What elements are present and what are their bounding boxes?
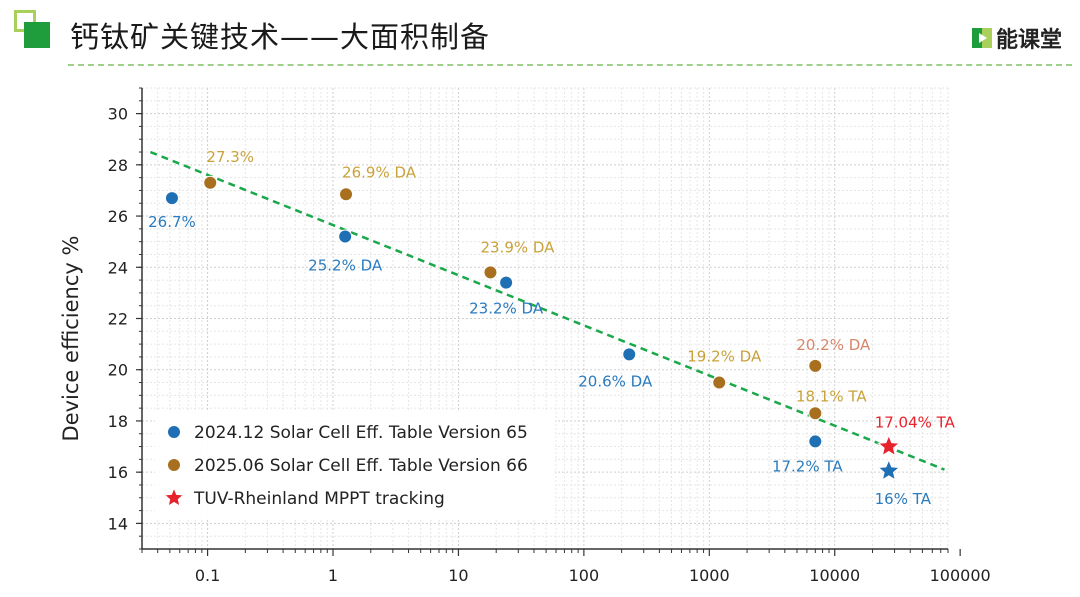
- data-point-circle: [338, 229, 353, 244]
- x-tick-label: 10: [448, 566, 468, 585]
- data-point-circle: [499, 275, 514, 290]
- data-label: 25.2% DA: [308, 257, 383, 275]
- y-tick-label: 16: [108, 463, 128, 482]
- legend-marker-circle: [167, 458, 181, 472]
- data-point-circle: [339, 187, 354, 202]
- y-tick-label: 30: [108, 105, 128, 124]
- x-tick-label: 0.1: [195, 566, 220, 585]
- legend-label: 2024.12 Solar Cell Eff. Table Version 65: [194, 423, 528, 443]
- data-label: 27.3%: [206, 148, 254, 166]
- data-label: 26.9% DA: [342, 163, 417, 181]
- title-deco-filled-square: [24, 22, 50, 48]
- data-label: 20.2% DA: [796, 336, 871, 354]
- legend-marker-star: [163, 486, 185, 508]
- x-tick-label: 100: [569, 566, 600, 585]
- video-play-logo-icon: [971, 28, 992, 48]
- y-tick-label: 22: [108, 310, 128, 329]
- data-point-circle: [622, 347, 637, 362]
- data-label: 26.7%: [148, 213, 196, 231]
- data-label: 16% TA: [875, 490, 932, 508]
- y-tick-label: 24: [108, 258, 128, 277]
- y-tick-label: 26: [108, 207, 128, 226]
- y-tick-label: 20: [108, 361, 128, 380]
- legend-box: [155, 412, 555, 518]
- data-point-star: [877, 434, 901, 457]
- y-axis-title: Device efficiency %: [59, 236, 83, 442]
- page-title: 钙钛矿关键技术——大面积制备: [70, 20, 491, 54]
- x-tick-label: 10000: [809, 566, 860, 585]
- brand-name: 能课堂: [995, 28, 1062, 53]
- legend-label: TUV-Rheinland MPPT tracking: [193, 489, 445, 509]
- y-tick-label: 28: [108, 156, 128, 175]
- data-point-star: [877, 458, 901, 481]
- data-point-circle: [808, 406, 823, 421]
- y-tick-label: 14: [108, 514, 128, 533]
- data-label: 23.2% DA: [469, 300, 544, 318]
- data-label: 17.2% TA: [772, 457, 843, 475]
- y-tick-label: 18: [108, 412, 128, 431]
- data-point-circle: [483, 265, 498, 280]
- data-label: 17.04% TA: [875, 414, 956, 432]
- data-point-circle: [808, 434, 823, 449]
- data-point-circle: [203, 175, 218, 190]
- data-point-circle: [164, 191, 179, 206]
- data-label: 23.9% DA: [480, 238, 555, 256]
- data-label: 20.6% DA: [578, 372, 653, 390]
- legend-label: 2025.06 Solar Cell Eff. Table Version 66: [194, 456, 528, 476]
- x-tick-label: 1: [328, 566, 338, 585]
- brand-logo: 能课堂: [971, 22, 1062, 54]
- data-point-circle: [808, 358, 823, 373]
- x-tick-label: 1000: [689, 566, 730, 585]
- header-divider: [68, 64, 1072, 66]
- x-tick-label: 100000: [930, 566, 991, 585]
- data-label: 18.1% TA: [796, 387, 867, 405]
- legend-marker-circle: [167, 425, 181, 439]
- data-point-circle: [712, 375, 727, 390]
- data-label: 19.2% DA: [687, 348, 762, 366]
